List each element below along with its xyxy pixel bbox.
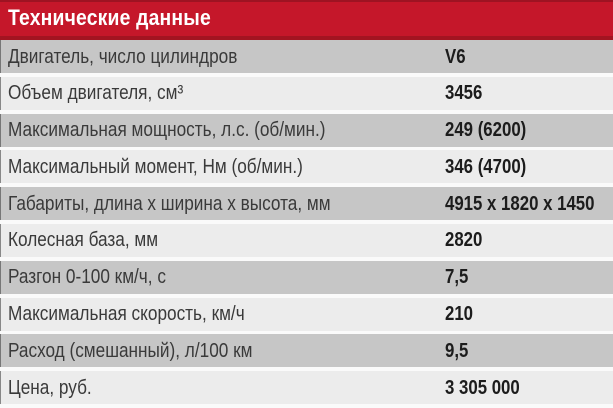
spec-value: 249 (6200) <box>445 119 527 142</box>
spec-value: 9,5 <box>445 339 469 362</box>
table-row: Цена, руб. 3 305 000 <box>0 371 613 405</box>
table-body: Двигатель, число цилиндров V6 Объем двиг… <box>0 40 613 405</box>
spec-value: 3456 <box>445 82 483 105</box>
spec-value: 210 <box>445 303 474 326</box>
spec-label: Расход (смешанный), л/100 км <box>8 339 253 362</box>
spec-label: Объем двигателя, см³ <box>8 82 184 105</box>
table-title: Технические данные <box>8 5 211 30</box>
spec-label: Цена, руб. <box>8 376 92 399</box>
spec-value: 2820 <box>445 229 483 252</box>
table-header-banner: Технические данные <box>0 0 613 40</box>
spec-label: Двигатель, число цилиндров <box>8 45 238 68</box>
table-row: Разгон 0-100 км/ч, с 7,5 <box>0 260 613 294</box>
spec-label: Максимальная скорость, км/ч <box>8 303 245 326</box>
spec-value: V6 <box>445 45 466 68</box>
header-top-accent-line <box>0 0 613 2</box>
table-row: Объем двигателя, см³ 3456 <box>0 76 613 110</box>
table-row: Расход (смешанный), л/100 км 9,5 <box>0 334 613 368</box>
table-row: Максимальная мощность, л.с. (об/мин.) 24… <box>0 113 613 147</box>
spec-value: 7,5 <box>445 266 469 289</box>
spec-label: Разгон 0-100 км/ч, с <box>8 266 166 289</box>
spec-label: Колесная база, мм <box>8 229 159 252</box>
spec-label: Габариты, длина x ширина x высота, мм <box>8 192 331 215</box>
spec-value: 4915 x 1820 x 1450 <box>445 192 595 215</box>
table-row: Максимальный момент, Нм (об/мин.) 346 (4… <box>0 150 613 184</box>
spec-label: Максимальная мощность, л.с. (об/мин.) <box>8 119 326 142</box>
spec-value: 346 (4700) <box>445 155 527 178</box>
spec-value: 3 305 000 <box>445 376 520 399</box>
spec-label: Максимальный момент, Нм (об/мин.) <box>8 155 303 178</box>
table-row: Габариты, длина x ширина x высота, мм 49… <box>0 187 613 221</box>
table-row: Максимальная скорость, км/ч 210 <box>0 297 613 331</box>
table-row: Двигатель, число цилиндров V6 <box>0 40 613 73</box>
header-bottom-accent-line <box>0 36 613 40</box>
table-row: Колесная база, мм 2820 <box>0 223 613 257</box>
